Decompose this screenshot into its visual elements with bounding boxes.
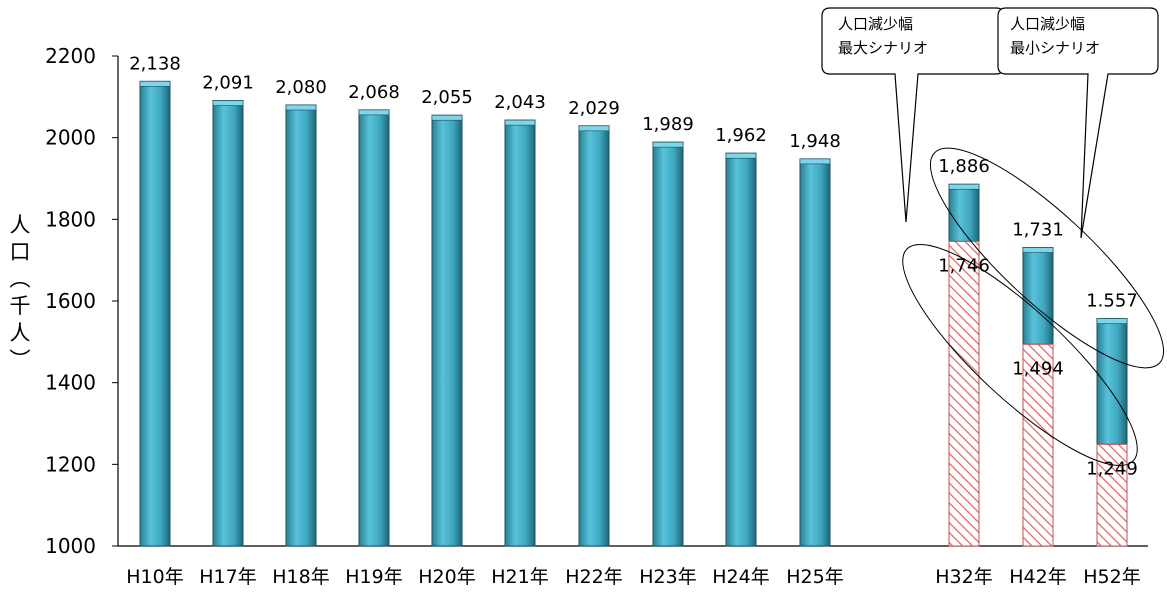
x-category-label: H10年 [126, 566, 183, 588]
x-category-label: H25年 [786, 566, 843, 588]
bar-H52年 [1096, 318, 1128, 445]
bar-cap [285, 104, 317, 111]
bar-cap [1022, 247, 1054, 253]
bar-scenario-H42年 [1022, 343, 1054, 547]
y-tick-label: 1600 [45, 289, 96, 313]
y-axis-ticks: 1000 1200 1400 1600 1800 2000 2200 [45, 44, 118, 558]
value-label: 1,886 [938, 156, 990, 177]
bar-cap [1096, 318, 1128, 324]
bar-scenario-H52年 [1096, 443, 1128, 547]
value-label: 1.557 [1086, 291, 1138, 312]
value-label: 1,731 [1012, 220, 1064, 241]
bar-cap [799, 158, 831, 165]
chart-axes [117, 56, 1148, 547]
bar-H25年 [799, 158, 831, 547]
callout-max-line2: 最大シナリオ [838, 39, 928, 57]
x-category-label: H23年 [639, 566, 696, 588]
bar-series [139, 80, 1128, 547]
bar-cap [431, 114, 463, 121]
scenario-value-label: 1,494 [1012, 358, 1064, 379]
x-category-label: H18年 [272, 566, 329, 588]
y-tick-label: 2000 [45, 126, 96, 150]
x-category-label: H52年 [1083, 566, 1140, 588]
x-category-label: H19年 [345, 566, 402, 588]
callout-min-scenario: 人口減少幅 最小シナリオ [997, 7, 1159, 239]
y-tick-label: 1400 [45, 371, 96, 395]
x-category-label: H21年 [491, 566, 548, 588]
y-axis-label-text: 人口︵千人︶ [10, 213, 31, 372]
bar-H22年 [578, 125, 610, 547]
y-tick-label: 2200 [45, 44, 96, 68]
y-tick-label: 1200 [45, 452, 96, 476]
x-category-label: H17年 [199, 566, 256, 588]
y-axis-label: 人口︵千人︶ [10, 213, 31, 372]
bar-H10年 [139, 80, 171, 547]
value-label: 2,029 [568, 98, 620, 119]
bar-cap [504, 119, 536, 126]
bar-cap [212, 100, 244, 106]
value-label: 2,138 [129, 53, 181, 74]
x-category-label: H22年 [565, 566, 622, 588]
min-scenario-ellipse [929, 147, 1165, 369]
scenario-value-label: 1,249 [1086, 458, 1138, 479]
scenario-value-label: 1,746 [938, 255, 990, 276]
bar-H20年 [431, 114, 463, 547]
bar-cap [139, 81, 171, 87]
bar-cap [948, 183, 980, 190]
x-category-label: H24年 [712, 566, 769, 588]
callout-max-line1: 人口減少幅 [838, 15, 913, 33]
value-label: 1,989 [642, 114, 694, 135]
value-label: 2,055 [421, 87, 473, 108]
x-category-label: H32年 [935, 566, 992, 588]
bar-cap [725, 152, 757, 159]
bar-H24年 [725, 152, 757, 547]
value-label: 1,948 [789, 131, 841, 152]
bar-H17年 [212, 100, 244, 547]
bar-H18年 [285, 104, 317, 547]
x-axis-categories: H10年 H17年 H18年 H19年 H20年 H21年 H22年 H23年 H24年 H25年… [126, 566, 1140, 588]
bar-cap [358, 109, 390, 116]
value-label: 2,068 [348, 82, 400, 103]
callout-max-scenario: 人口減少幅 最大シナリオ [821, 7, 1005, 223]
bar-cap [652, 141, 684, 148]
value-label: 2,080 [275, 77, 327, 98]
x-category-label: H20年 [418, 566, 475, 588]
x-category-label: H42年 [1009, 566, 1066, 588]
bar-cap [578, 125, 610, 132]
y-tick-label: 1800 [45, 207, 96, 231]
max-scenario-ellipse [902, 244, 1138, 466]
callout-min-line2: 最小シナリオ [1010, 39, 1100, 57]
value-label: 1,962 [715, 125, 767, 146]
y-tick-label: 1000 [45, 534, 96, 558]
value-label: 2,043 [494, 92, 546, 113]
bar-H19年 [358, 109, 390, 547]
bar-H23年 [652, 141, 684, 547]
bar-scenario-H32年 [948, 240, 980, 547]
callout-min-line1: 人口減少幅 [1010, 15, 1085, 33]
value-label: 2,091 [202, 73, 254, 94]
data-labels: 2,138 2,091 2,080 2,068 2,055 2,043 2,029 1,989… [129, 53, 1138, 479]
bar-H21年 [504, 119, 536, 547]
bar-H42年 [1022, 247, 1054, 345]
